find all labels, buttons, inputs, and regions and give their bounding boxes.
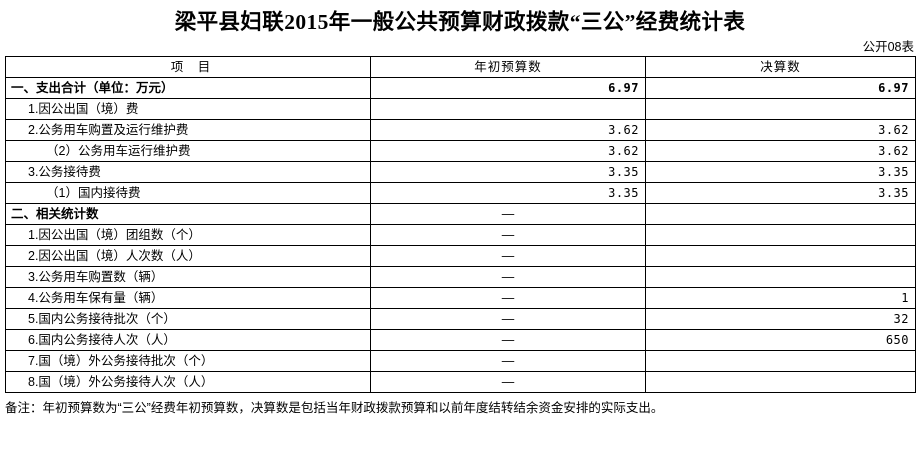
table-body: 一、支出合计（单位：万元） 6.97 6.97 1.因公出国（境）费 2.公务用车购置及…	[5, 77, 916, 393]
cell-budget: —	[370, 329, 646, 351]
table-row: 1.因公出国（境）费	[5, 98, 916, 120]
cell-item: 2.公务用车购置及运行维护费	[5, 119, 371, 141]
table-row: 6.国内公务接待人次（人） —650	[5, 329, 916, 351]
table-row: 2.因公出国（境）人次数（人） —	[5, 245, 916, 267]
cell-budget: —	[370, 224, 646, 246]
table-row: （1）国内接待费 3.35 3.35	[5, 182, 916, 204]
cell-item: 2.因公出国（境）人次数（人）	[5, 245, 371, 267]
cell-final	[645, 98, 916, 120]
cell-budget: 3.35	[370, 161, 646, 183]
page-title: 梁平县妇联2015年一般公共预算财政拨款“三公”经费统计表	[174, 10, 746, 34]
column-header-final: 决算数	[645, 56, 916, 78]
cell-budget: —	[370, 371, 646, 393]
cell-final	[645, 245, 916, 267]
table-header-row: 项 目 年初预算数 决算数	[5, 56, 916, 78]
table-row: 3.公务接待费 3.35 3.35	[5, 161, 916, 183]
cell-budget: —	[370, 266, 646, 288]
cell-final	[645, 203, 916, 225]
cell-final: 32	[645, 308, 916, 330]
table-container: 项 目 年初预算数 决算数 一、支出合计（单位：万元） 6.97 6.97 1.因公出…	[0, 56, 920, 393]
cell-final: 650	[645, 329, 916, 351]
cell-final: 3.62	[645, 119, 916, 141]
column-header-item: 项 目	[5, 56, 371, 78]
table-row: 5.国内公务接待批次（个） —32	[5, 308, 916, 330]
cell-final	[645, 350, 916, 372]
table-row: （2）公务用车运行维护费 3.62 3.62	[5, 140, 916, 162]
cell-item: 8.国（境）外公务接待人次（人）	[5, 371, 371, 393]
cell-item: 1.因公出国（境）团组数（个）	[5, 224, 371, 246]
table-row: 二、相关统计数 —	[5, 203, 916, 225]
table-row: 1.因公出国（境）团组数（个） —	[5, 224, 916, 246]
table-row: 8.国（境）外公务接待人次（人） —	[5, 371, 916, 393]
cell-final: 6.97	[645, 77, 916, 99]
cell-budget: 3.62	[370, 119, 646, 141]
cell-item: 一、支出合计（单位：万元）	[5, 77, 371, 99]
footnote: 备注：年初预算数为“三公”经费年初预算数，决算数是包括当年财政拨款预算和以前年度…	[5, 401, 664, 415]
cell-final: 3.62	[645, 140, 916, 162]
cell-item: 1.因公出国（境）费	[5, 98, 371, 120]
cell-budget: —	[370, 245, 646, 267]
cell-final	[645, 224, 916, 246]
table-row: 2.公务用车购置及运行维护费 3.62 3.62	[5, 119, 916, 141]
table-row: 7.国（境）外公务接待批次（个） —	[5, 350, 916, 372]
cell-budget: —	[370, 350, 646, 372]
table-header: 项 目 年初预算数 决算数	[5, 56, 916, 78]
cell-item: 二、相关统计数	[5, 203, 371, 225]
cell-final: 3.35	[645, 161, 916, 183]
cell-item: 3.公务接待费	[5, 161, 371, 183]
cell-budget: —	[370, 203, 646, 225]
cell-budget: —	[370, 308, 646, 330]
form-code-label: 公开08表	[862, 40, 914, 54]
cell-budget: 3.62	[370, 140, 646, 162]
cell-final: 3.35	[645, 182, 916, 204]
column-header-budget: 年初预算数	[370, 56, 646, 78]
cell-budget: 6.97	[370, 77, 646, 99]
table-row: 3.公务用车购置数（辆） —	[5, 266, 916, 288]
cell-budget	[370, 98, 646, 120]
cell-item: 7.国（境）外公务接待批次（个）	[5, 350, 371, 372]
three-public-expenses-table: 项 目 年初预算数 决算数 一、支出合计（单位：万元） 6.97 6.97 1.因公出…	[5, 56, 916, 393]
cell-item: （1）国内接待费	[5, 182, 371, 204]
cell-final	[645, 266, 916, 288]
cell-budget: —	[370, 287, 646, 309]
cell-item: 3.公务用车购置数（辆）	[5, 266, 371, 288]
table-row: 4.公务用车保有量（辆） —1	[5, 287, 916, 309]
cell-final	[645, 371, 916, 393]
cell-final: 1	[645, 287, 916, 309]
cell-item: 6.国内公务接待人次（人）	[5, 329, 371, 351]
cell-budget: 3.35	[370, 182, 646, 204]
cell-item: 5.国内公务接待批次（个）	[5, 308, 371, 330]
cell-item: 4.公务用车保有量（辆）	[5, 287, 371, 309]
cell-item: （2）公务用车运行维护费	[5, 140, 371, 162]
table-row: 一、支出合计（单位：万元） 6.97 6.97	[5, 77, 916, 99]
